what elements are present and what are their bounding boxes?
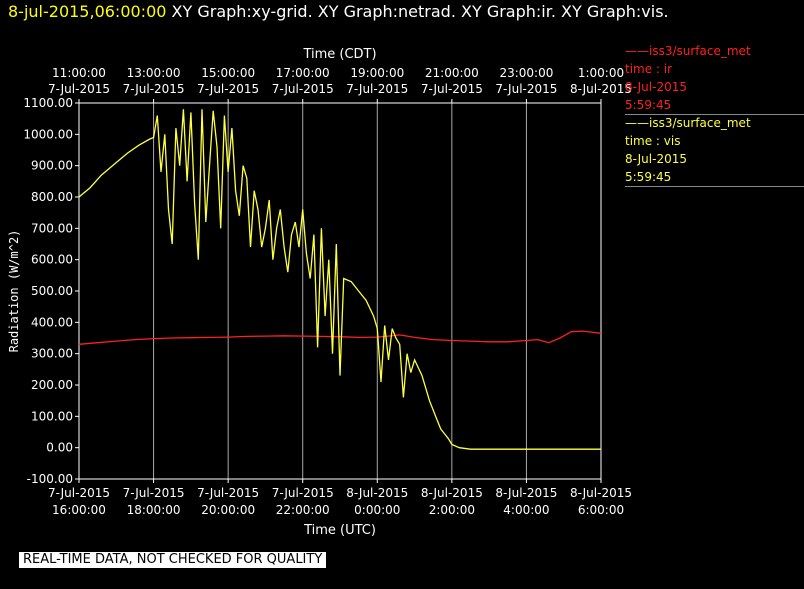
data-series	[78, 109, 602, 450]
x-tick-date-label: 7-Jul-2015	[48, 486, 110, 500]
quality-disclaimer: REAL-TIME DATA, NOT CHECKED FOR QUALITY	[19, 552, 327, 568]
x-top-tick-date-label: 7-Jul-2015	[421, 82, 483, 96]
x-top-tick-time-label: 17:00:00	[276, 66, 330, 80]
x-top-tick-time-label: 23:00:00	[499, 66, 553, 80]
y-tick-label: -100.00	[27, 472, 73, 486]
x-axis-top-title: Time (CDT)	[302, 47, 376, 62]
x-top-tick-date-label: 7-Jul-2015	[197, 82, 259, 96]
x-tick-time-label: 6:00:00	[578, 503, 624, 517]
x-tick-time-label: 4:00:00	[503, 503, 549, 517]
x-tick-time-label: 16:00:00	[52, 503, 106, 517]
legend-ir-source: ——iss3/surface_met	[625, 44, 751, 58]
y-axis-title: Radiation (W/m^2)	[7, 230, 21, 353]
graph-header: 8-jul-2015,06:00:00 XY Graph:xy-grid. XY…	[8, 2, 669, 21]
y-tick-label: 300.00	[31, 347, 73, 361]
x-tick-time-label: 22:00:00	[276, 503, 330, 517]
x-tick-time-label: 0:00:00	[354, 503, 400, 517]
x-top-tick-date-label: 7-Jul-2015	[495, 82, 557, 96]
x-top-tick-time-label: 1:00:00	[578, 66, 624, 80]
x-top-tick-time-label: 13:00:00	[127, 66, 181, 80]
y-tick-label: 800.00	[31, 190, 73, 204]
x-tick-date-label: 7-Jul-2015	[197, 486, 259, 500]
x-top-tick-date-label: 7-Jul-2015	[48, 82, 110, 96]
legend-vis-source: ——iss3/surface_met	[625, 116, 751, 130]
y-tick-label: 400.00	[31, 315, 73, 329]
x-top-tick-date-label: 7-Jul-2015	[123, 82, 185, 96]
x-top-tick-time-label: 19:00:00	[350, 66, 404, 80]
header-timestamp: 8-jul-2015,06:00:00	[8, 2, 167, 21]
x-tick-date-label: 7-Jul-2015	[123, 486, 185, 500]
legend-ir-name: time : ir	[625, 62, 673, 76]
x-axis-title: Time (UTC)	[303, 523, 376, 538]
y-tick-label: 900.00	[31, 159, 73, 173]
legend-ir-time: 5:59:45	[625, 98, 672, 112]
x-tick-date-label: 8-Jul-2015	[570, 486, 632, 500]
y-tick-label: 1100.00	[23, 96, 73, 110]
axis-labels: 1100.00 1000.00 900.00 800.00 700.00 600.00 50…	[7, 47, 632, 538]
legend-vis-name: time : vis	[625, 134, 681, 148]
x-tick-time-label: 18:00:00	[127, 503, 181, 517]
x-tick-date-label: 8-Jul-2015	[346, 486, 408, 500]
header-titles: XY Graph:xy-grid. XY Graph:netrad. XY Gr…	[171, 2, 669, 21]
x-tick-time-label: 20:00:00	[201, 503, 255, 517]
y-tick-label: 700.00	[31, 221, 73, 235]
legend-ir: ——iss3/surface_met time : ir 8-Jul-2015 …	[625, 42, 804, 115]
x-tick-date-label: 7-Jul-2015	[272, 486, 334, 500]
x-top-tick-time-label: 15:00:00	[201, 66, 255, 80]
y-tick-label: 600.00	[31, 253, 73, 267]
x-top-tick-time-label: 11:00:00	[52, 66, 106, 80]
x-tick-time-label: 2:00:00	[429, 503, 475, 517]
x-top-tick-time-label: 21:00:00	[425, 66, 479, 80]
legend-vis-date: 8-Jul-2015	[625, 152, 687, 166]
legend-divider	[625, 114, 804, 115]
legend-ir-date: 8-Jul-2015	[625, 80, 687, 94]
x-tick-date-label: 8-Jul-2015	[495, 486, 557, 500]
x-tick-date-label: 8-Jul-2015	[421, 486, 483, 500]
x-top-tick-date-label: 7-Jul-2015	[346, 82, 408, 96]
legend-vis-time: 5:59:45	[625, 170, 672, 184]
y-tick-label: 100.00	[31, 409, 73, 423]
x-top-tick-date-label: 7-Jul-2015	[272, 82, 334, 96]
series-line-timevis	[78, 109, 601, 450]
axes	[75, 99, 602, 483]
series-line-timeir	[78, 330, 602, 345]
y-tick-label: 200.00	[31, 378, 73, 392]
x-top-tick-date-label: 8-Jul-2015	[570, 82, 632, 96]
legend-divider	[625, 186, 804, 187]
plot-frame	[78, 102, 602, 480]
y-tick-label: 1000.00	[23, 127, 73, 141]
y-tick-label: 0.00	[46, 441, 73, 455]
legend-vis: ——iss3/surface_met time : vis 8-Jul-2015…	[625, 114, 804, 187]
y-tick-label: 500.00	[31, 284, 73, 298]
